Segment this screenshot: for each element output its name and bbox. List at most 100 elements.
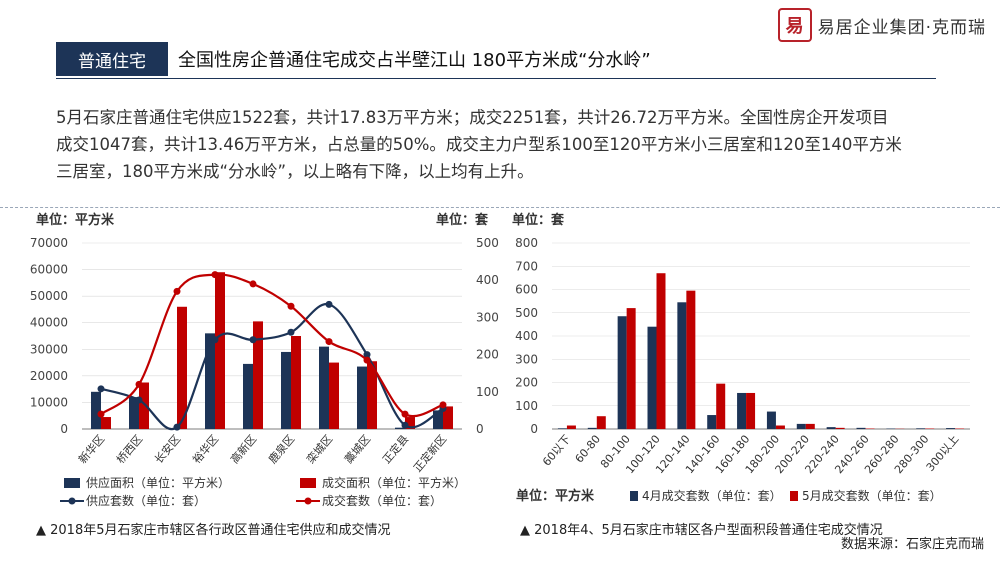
header-rule bbox=[56, 78, 936, 79]
chart2-ytick: 400 bbox=[515, 329, 538, 343]
chart1-right-unit: 单位：套 bbox=[436, 212, 489, 228]
chart1-legend-label: 成交面积（单位：平方米） bbox=[322, 475, 466, 490]
chart1-point-deal-units bbox=[325, 338, 333, 346]
chart1-left-unit: 单位：平方米 bbox=[36, 212, 115, 228]
chart2-bar-may bbox=[746, 392, 756, 429]
chart1-xtick: 裕华区 bbox=[189, 432, 221, 466]
chart1-xtick: 长安区 bbox=[151, 432, 183, 466]
chart1-y2tick: 0 bbox=[476, 422, 484, 436]
chart1-point-supply-units bbox=[249, 336, 257, 344]
chart1-ytick: 50000 bbox=[30, 289, 68, 303]
chart2-legend-swatch bbox=[630, 491, 638, 501]
chart1-point-supply-units bbox=[363, 351, 371, 359]
chart2-bottom-unit: 单位：平方米 bbox=[516, 488, 595, 504]
chart1-point-supply-units bbox=[173, 423, 181, 431]
chart2-bar-may bbox=[835, 427, 845, 429]
chart2-ytick: 800 bbox=[515, 236, 538, 250]
chart1-xtick: 鹿泉区 bbox=[265, 432, 297, 466]
summary-paragraph: 5月石家庄普通住宅供应1522套，共计17.83万平方米；成交2251套，共计2… bbox=[56, 104, 976, 185]
chart1-bar-deal-area bbox=[405, 417, 415, 429]
chart1-point-deal-units bbox=[287, 302, 295, 310]
chart1-bar-supply-area bbox=[129, 397, 139, 429]
summary-line-1: 5月石家庄普通住宅供应1522套，共计17.83万平方米；成交2251套，共计2… bbox=[56, 108, 889, 127]
chart1-ytick: 70000 bbox=[30, 236, 68, 250]
chart1-legend-marker bbox=[68, 497, 76, 505]
chart1-bar-supply-area bbox=[91, 391, 101, 429]
chart1-bar-supply-area bbox=[433, 410, 443, 429]
chart2-bar-april bbox=[557, 428, 567, 429]
chart1-point-deal-units bbox=[173, 287, 181, 295]
chart2-bar-april bbox=[796, 423, 806, 429]
chart1-xtick: 桥西区 bbox=[114, 433, 145, 467]
chart1-point-deal-units bbox=[363, 356, 371, 364]
chart2-bar-may bbox=[656, 273, 666, 429]
chart1-xtick: 藁城区 bbox=[342, 433, 373, 467]
chart2-ytick: 600 bbox=[515, 283, 538, 297]
chart1-bar-deal-area bbox=[329, 362, 339, 429]
brand-name: 易居企业集团·克而瑞 bbox=[817, 17, 986, 38]
chart2-legend-label: 5月成交套数（单位：套） bbox=[802, 488, 942, 503]
chart1-ytick: 20000 bbox=[30, 369, 68, 383]
chart2-ytick: 200 bbox=[515, 376, 538, 390]
chart2-bar-april bbox=[946, 428, 956, 429]
chart1-bar-supply-area bbox=[205, 333, 215, 429]
chart2-bar-april bbox=[826, 427, 836, 429]
chart1-bar-deal-area bbox=[177, 306, 187, 429]
chart1-bar-deal-area bbox=[215, 272, 225, 429]
chart2-bar-may bbox=[626, 308, 636, 429]
chart2-left-unit: 单位：套 bbox=[512, 212, 565, 228]
chart1-bar-deal-area bbox=[443, 406, 453, 429]
chart2-bar-may bbox=[775, 425, 785, 429]
chart2-bar-april bbox=[766, 411, 776, 429]
chart1-bar-supply-area bbox=[281, 351, 291, 429]
chart1-line-deal-units bbox=[100, 273, 444, 418]
chart1-point-deal-units bbox=[249, 280, 257, 288]
chart1-bar-supply-area bbox=[395, 427, 405, 429]
chart1-point-deal-units bbox=[135, 380, 143, 388]
chart1-xtick: 高新区 bbox=[227, 432, 259, 466]
chart1-legend-marker bbox=[304, 497, 312, 505]
chart1-legend-label: 成交套数（单位：套） bbox=[322, 493, 442, 508]
chart1-point-deal-units bbox=[439, 401, 447, 409]
chart1-bar-deal-area bbox=[367, 361, 377, 429]
chart1-point-deal-units bbox=[211, 271, 219, 279]
chart2-bar-may bbox=[805, 423, 815, 429]
chart1-bar-deal-area bbox=[291, 336, 301, 429]
chart2-bar-april bbox=[737, 392, 747, 429]
chart1-point-deal-units bbox=[97, 410, 105, 418]
chart2-xtick: 60以下 bbox=[540, 433, 573, 469]
chart2-ytick: 700 bbox=[515, 259, 538, 273]
chart1-bar-supply-area bbox=[319, 346, 329, 429]
chart2-bar-april bbox=[856, 427, 866, 429]
chart1-point-supply-units bbox=[287, 328, 295, 336]
chart2-caption: ▲ 2018年4、5月石家庄市辖区各户型面积段普通住宅成交情况 bbox=[520, 523, 883, 538]
chart1-bar-supply-area bbox=[243, 363, 253, 429]
chart1-point-supply-units bbox=[325, 300, 333, 308]
chart1-y2tick: 100 bbox=[476, 385, 499, 399]
page-title: 全国性房企普通住宅成交占半壁江山 180平方米成“分水岭” bbox=[178, 50, 651, 71]
chart2-bar-may bbox=[686, 290, 696, 429]
chart2-bar-may bbox=[566, 425, 576, 429]
data-source: 数据来源：石家庄克而瑞 bbox=[840, 537, 984, 552]
chart2-ytick: 300 bbox=[515, 352, 538, 366]
chart1-legend-swatch bbox=[300, 478, 316, 488]
chart2-bar-april bbox=[617, 316, 627, 429]
chart2-bar-april bbox=[587, 427, 597, 429]
chart2-bar-april bbox=[707, 415, 717, 429]
chart1-legend-swatch bbox=[64, 478, 80, 488]
chart1-point-deal-units bbox=[401, 410, 409, 418]
chart1-xtick: 正定新区 bbox=[410, 432, 449, 475]
chart2-legend-label: 4月成交套数（单位：套） bbox=[642, 488, 782, 503]
chart1-legend-label: 供应面积（单位：平方米） bbox=[86, 475, 230, 490]
chart2-legend-swatch bbox=[790, 491, 798, 501]
chart1-y2tick: 200 bbox=[476, 348, 499, 362]
chart2-bar-april bbox=[916, 428, 926, 429]
chart1-legend-label: 供应套数（单位：套） bbox=[86, 493, 206, 508]
chart1-y2tick: 500 bbox=[476, 236, 499, 250]
chart2-ytick: 500 bbox=[515, 306, 538, 320]
chart1-bar-deal-area bbox=[139, 382, 149, 429]
chart1-ytick: 30000 bbox=[30, 342, 68, 356]
chart1-bar-supply-area bbox=[357, 366, 367, 429]
chart1-point-supply-units bbox=[401, 421, 409, 429]
